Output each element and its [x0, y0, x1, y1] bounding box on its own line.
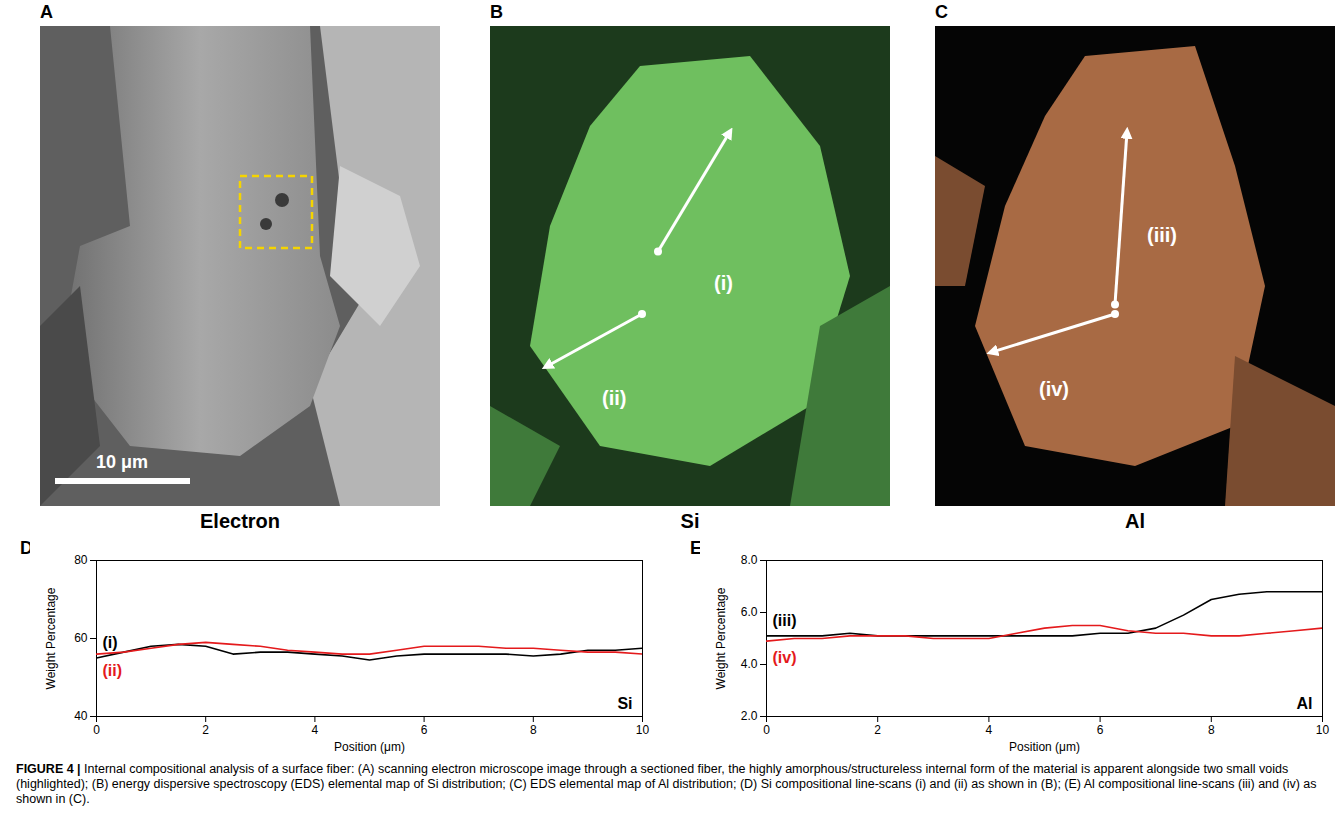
- svg-text:2: 2: [202, 723, 209, 737]
- html-text:Si: Si: [680, 510, 700, 532]
- svg-text:Position (μm): Position (μm): [334, 740, 405, 754]
- svg-text:Weight Percentage: Weight Percentage: [44, 587, 58, 689]
- svg-text:Si: Si: [617, 695, 632, 712]
- svg-text:(iii): (iii): [1147, 224, 1177, 246]
- svg-text:6: 6: [421, 723, 428, 737]
- svg-text:Position (μm): Position (μm): [1009, 740, 1080, 754]
- svg-text:Weight Percentage: Weight Percentage: [714, 587, 728, 689]
- svg-text:4: 4: [312, 723, 319, 737]
- svg-text:40: 40: [74, 709, 88, 723]
- svg-text:4.0: 4.0: [741, 657, 758, 671]
- svg-text:(i): (i): [714, 272, 733, 294]
- svg-text:(iii): (iii): [773, 612, 797, 629]
- svg-text:(iv): (iv): [773, 649, 797, 666]
- svg-text:8: 8: [1208, 723, 1215, 737]
- svg-text:0: 0: [763, 723, 770, 737]
- svg-text:8: 8: [530, 723, 537, 737]
- svg-text:10: 10: [1316, 723, 1330, 737]
- html-text:E: E: [690, 538, 702, 558]
- svg-text:8.0: 8.0: [741, 553, 758, 567]
- svg-text:6: 6: [1097, 723, 1104, 737]
- svg-text:Al: Al: [1297, 695, 1313, 712]
- html-text:A: A: [40, 2, 53, 22]
- html-text:D: D: [20, 538, 33, 558]
- svg-text:(ii): (ii): [602, 387, 626, 409]
- svg-text:6.0: 6.0: [741, 605, 758, 619]
- svg-text:10 μm: 10 μm: [96, 452, 148, 472]
- svg-text:4: 4: [986, 723, 993, 737]
- svg-text:(iv): (iv): [1039, 378, 1069, 400]
- svg-text:(ii): (ii): [103, 662, 123, 679]
- svg-text:80: 80: [74, 553, 88, 567]
- svg-text:0: 0: [93, 723, 100, 737]
- html-text:Electron: Electron: [200, 510, 280, 532]
- svg-text:2: 2: [874, 723, 881, 737]
- html-text:FIGURE 4 | Internal compositio: FIGURE 4 | Internal compositional analys…: [16, 762, 1317, 806]
- svg-text:60: 60: [74, 631, 88, 645]
- svg-text:(i): (i): [103, 634, 118, 651]
- html-text:Al: Al: [1125, 510, 1145, 532]
- html-text:C: C: [935, 2, 948, 22]
- svg-text:2.0: 2.0: [741, 709, 758, 723]
- svg-text:10: 10: [636, 723, 650, 737]
- html-text:B: B: [490, 2, 503, 22]
